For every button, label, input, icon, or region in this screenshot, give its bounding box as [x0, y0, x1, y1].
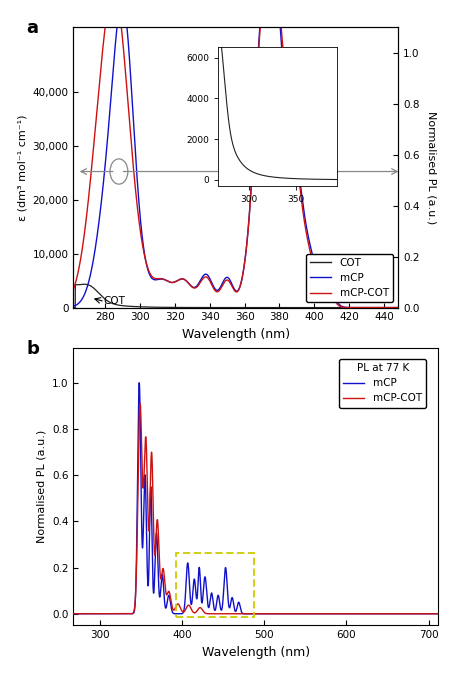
Y-axis label: Normalised PL (a.u.): Normalised PL (a.u.) [426, 111, 436, 224]
Legend: COT, mCP, mCP-COT: COT, mCP, mCP-COT [306, 254, 393, 302]
Legend: mCP, mCP-COT: mCP, mCP-COT [339, 359, 426, 408]
Bar [176, 552, 255, 617]
Y-axis label: ε (dm³ mol⁻¹ cm⁻¹): ε (dm³ mol⁻¹ cm⁻¹) [17, 114, 27, 220]
Text: COT: COT [103, 296, 125, 306]
X-axis label: Wavelength (nm): Wavelength (nm) [182, 328, 290, 341]
X-axis label: Wavelength (nm): Wavelength (nm) [202, 646, 310, 658]
Y-axis label: Normalised PL (a.u.): Normalised PL (a.u.) [36, 430, 46, 544]
Text: a: a [27, 19, 38, 37]
Text: b: b [26, 340, 39, 358]
